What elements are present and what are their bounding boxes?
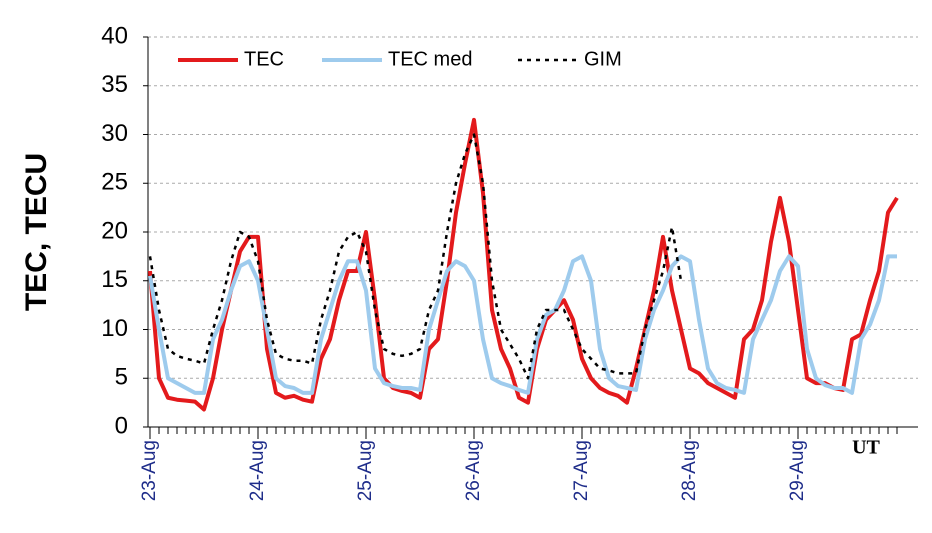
legend-label: TEC med (388, 48, 472, 70)
y-tick-label: 5 (115, 364, 128, 391)
x-axis-label: UT (852, 437, 880, 459)
x-tick-label: 26-Aug (463, 440, 484, 501)
x-tick-label: 23-Aug (139, 440, 160, 501)
y-tick-label: 25 (101, 169, 128, 196)
y-tick-label: 0 (115, 412, 128, 439)
series-line (148, 117, 899, 412)
legend-label: GIM (584, 48, 622, 70)
y-tick-label: 40 (101, 22, 128, 49)
y-tick-label: 15 (101, 266, 128, 293)
y-tick-label: 20 (101, 217, 128, 244)
y-axis-label: TEC, TECU (20, 153, 53, 311)
x-tick-label: 24-Aug (247, 440, 268, 501)
y-tick-label: 35 (101, 71, 128, 98)
y-tick-label: 10 (101, 315, 128, 342)
series-line (148, 254, 897, 395)
x-tick-label: 27-Aug (571, 440, 592, 501)
legend-label: TEC (244, 48, 284, 70)
y-tick-label: 30 (101, 120, 128, 147)
series-line (148, 133, 683, 380)
x-tick-label: 29-Aug (787, 440, 808, 501)
x-tick-label: 25-Aug (355, 440, 376, 501)
x-tick-label: 28-Aug (679, 440, 700, 501)
